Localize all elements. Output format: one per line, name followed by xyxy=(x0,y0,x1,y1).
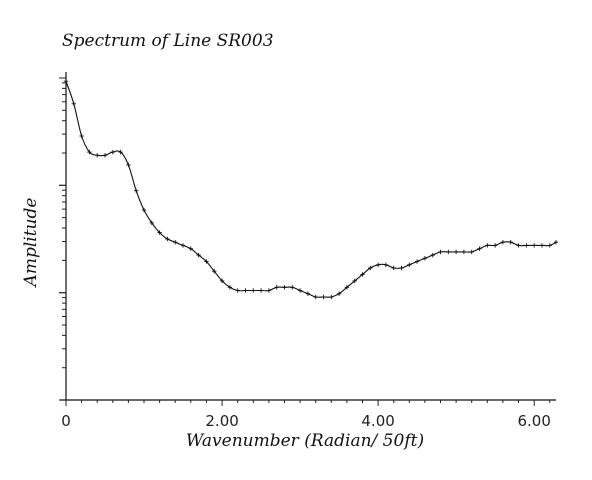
data-point xyxy=(87,149,92,155)
data-point xyxy=(344,285,350,290)
data-point xyxy=(212,269,217,274)
data-point xyxy=(266,288,272,293)
data-point xyxy=(141,207,147,213)
data-point xyxy=(438,249,443,255)
data-point xyxy=(235,288,240,293)
data-point xyxy=(110,149,115,155)
x-tick-label: 2.00 xyxy=(205,412,238,430)
x-tick-label: 4.00 xyxy=(361,412,394,430)
data-point xyxy=(461,249,467,255)
data-point xyxy=(383,262,389,267)
data-point xyxy=(274,285,279,290)
y-axis-label: Amplitude xyxy=(21,198,41,289)
data-point xyxy=(227,285,233,290)
x-tick-label: 0 xyxy=(61,412,71,430)
data-point xyxy=(477,246,482,251)
data-point xyxy=(282,285,287,290)
data-point xyxy=(360,272,365,277)
x-tick-label: 6.00 xyxy=(517,412,550,430)
data-point xyxy=(313,294,318,300)
data-point xyxy=(368,265,373,271)
data-point xyxy=(180,243,186,248)
x-axis-label: Wavenumber (Radian/ 50ft) xyxy=(186,431,424,451)
data-point xyxy=(469,249,474,255)
y-axis xyxy=(59,72,67,401)
data-point xyxy=(243,288,248,293)
data-point xyxy=(485,243,490,248)
data-point xyxy=(63,79,69,84)
data-point xyxy=(375,262,381,267)
data-point xyxy=(430,252,435,258)
data-point xyxy=(321,294,326,300)
data-point xyxy=(258,288,264,293)
data-point xyxy=(492,243,498,248)
chart-title: Spectrum of Line SR003 xyxy=(62,31,274,51)
data-point xyxy=(407,262,412,267)
data-point xyxy=(453,249,459,255)
data-point xyxy=(336,291,342,296)
data-point xyxy=(126,162,131,168)
data-point xyxy=(508,240,513,245)
series-line xyxy=(65,81,557,298)
data-point xyxy=(553,240,559,245)
data-point xyxy=(71,101,76,106)
data-point xyxy=(516,243,521,248)
data-point xyxy=(95,153,100,158)
data-point xyxy=(352,278,357,284)
data-point xyxy=(391,265,396,271)
data-point xyxy=(290,285,295,290)
data-point xyxy=(149,220,154,226)
data-point xyxy=(422,256,428,261)
data-point xyxy=(532,243,537,248)
data-point xyxy=(219,278,225,284)
data-point xyxy=(204,259,209,264)
data-point xyxy=(539,243,545,248)
data-point xyxy=(446,249,451,255)
data-point xyxy=(134,188,139,193)
series-group xyxy=(63,79,559,300)
data-point xyxy=(118,149,123,155)
data-point xyxy=(297,288,303,293)
data-point xyxy=(329,294,334,300)
data-point xyxy=(547,243,552,248)
data-point xyxy=(102,153,108,158)
x-axis xyxy=(60,399,556,406)
data-point xyxy=(196,252,201,258)
data-point xyxy=(157,230,162,235)
data-point xyxy=(79,133,84,139)
data-point xyxy=(165,236,170,242)
data-point xyxy=(173,240,178,245)
data-point xyxy=(305,291,311,296)
data-point xyxy=(524,243,529,248)
data-point xyxy=(251,288,256,293)
data-point xyxy=(500,240,506,245)
data-point xyxy=(188,246,193,251)
x-tick-labels: 0 2.00 4.00 6.00 xyxy=(61,412,551,430)
data-point xyxy=(414,259,420,264)
data-point xyxy=(399,265,404,271)
